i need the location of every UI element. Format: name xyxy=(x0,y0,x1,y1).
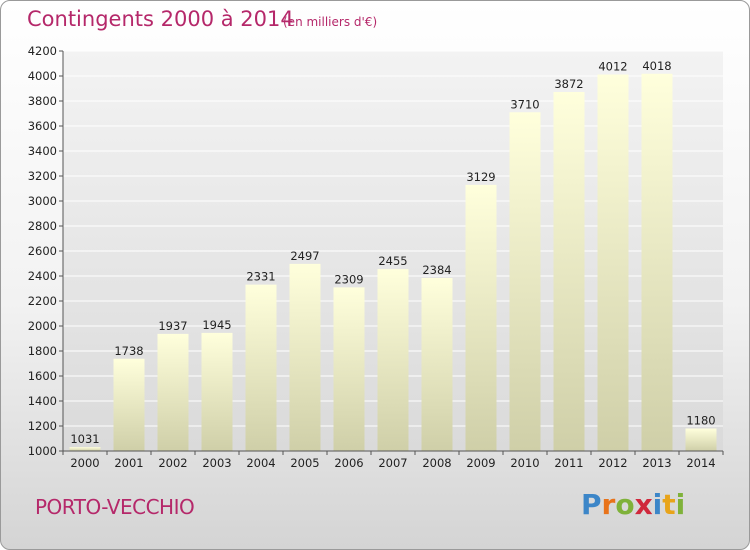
y-tick-label: 2800 xyxy=(28,219,57,233)
x-tick-label: 2014 xyxy=(686,456,715,470)
bar[interactable] xyxy=(641,73,673,451)
y-tick-label: 3000 xyxy=(28,194,57,208)
y-tick-label: 2000 xyxy=(28,319,57,333)
data-label: 1180 xyxy=(686,414,715,428)
x-tick-label: 2000 xyxy=(70,456,99,470)
x-tick-label: 2005 xyxy=(290,456,319,470)
x-tick-label: 2008 xyxy=(422,456,451,470)
y-tick-label: 2400 xyxy=(28,269,57,283)
y-tick-label: 3400 xyxy=(28,144,57,158)
chart-unit: (en milliers d'€) xyxy=(283,15,378,29)
proxiti-logo[interactable]: Proxiti xyxy=(581,488,686,521)
bar[interactable] xyxy=(289,263,321,451)
data-label: 1031 xyxy=(70,432,99,446)
y-tick-label: 3800 xyxy=(28,94,57,108)
x-tick-label: 2002 xyxy=(158,456,187,470)
bar[interactable] xyxy=(597,74,629,452)
data-label: 1738 xyxy=(114,344,143,358)
y-tick-label: 2600 xyxy=(28,244,57,258)
y-tick-label: 1200 xyxy=(28,419,57,433)
data-label: 2331 xyxy=(246,270,275,284)
bar[interactable] xyxy=(245,284,277,451)
bar[interactable] xyxy=(113,358,145,451)
data-label: 2384 xyxy=(422,263,451,277)
x-tick-label: 2013 xyxy=(642,456,671,470)
data-label: 3129 xyxy=(466,170,495,184)
y-tick-label: 1000 xyxy=(28,444,57,458)
y-tick-label: 1800 xyxy=(28,344,57,358)
x-tick-label: 2007 xyxy=(378,456,407,470)
x-tick-label: 2001 xyxy=(114,456,143,470)
bar[interactable] xyxy=(333,287,365,451)
bar[interactable] xyxy=(553,92,585,451)
bar[interactable] xyxy=(377,269,409,451)
bar[interactable] xyxy=(201,332,233,451)
data-label: 4018 xyxy=(642,59,671,73)
y-tick-label: 3200 xyxy=(28,169,57,183)
data-label: 2309 xyxy=(334,272,363,286)
bar[interactable] xyxy=(509,112,541,451)
x-tick-label: 2009 xyxy=(466,456,495,470)
bar[interactable] xyxy=(685,428,717,452)
data-label: 1945 xyxy=(202,318,231,332)
bar[interactable] xyxy=(69,447,101,451)
y-tick-label: 2200 xyxy=(28,294,57,308)
y-tick-label: 1400 xyxy=(28,394,57,408)
y-tick-label: 1600 xyxy=(28,369,57,383)
y-tick-label: 4000 xyxy=(28,69,57,83)
data-label: 3872 xyxy=(554,77,583,91)
x-tick-label: 2004 xyxy=(246,456,275,470)
data-label: 2497 xyxy=(290,249,319,263)
data-label: 1937 xyxy=(158,319,187,333)
x-tick-label: 2011 xyxy=(554,456,583,470)
commune-name: PORTO-VECCHIO xyxy=(35,495,195,519)
bar[interactable] xyxy=(465,184,497,451)
bar[interactable] xyxy=(421,278,453,451)
data-label: 4012 xyxy=(598,60,627,74)
bar[interactable] xyxy=(157,333,189,451)
chart-title: Contingents 2000 à 2014 xyxy=(27,7,294,31)
x-tick-label: 2012 xyxy=(598,456,627,470)
data-label: 3710 xyxy=(510,97,539,111)
x-tick-label: 2010 xyxy=(510,456,539,470)
data-label: 2455 xyxy=(378,254,407,268)
x-tick-label: 2006 xyxy=(334,456,363,470)
y-tick-label: 4200 xyxy=(28,44,57,58)
y-tick-label: 3600 xyxy=(28,119,57,133)
x-tick-label: 2003 xyxy=(202,456,231,470)
